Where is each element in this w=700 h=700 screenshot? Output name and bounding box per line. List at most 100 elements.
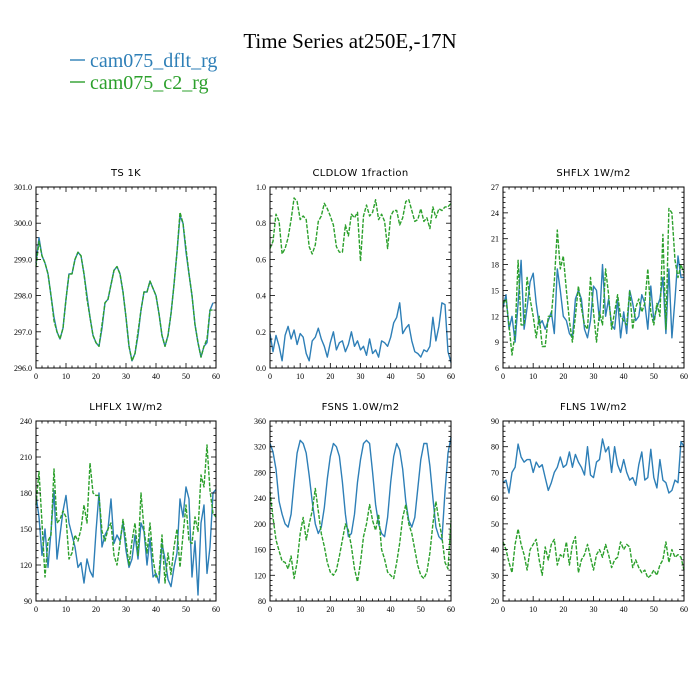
x-tick-label: 50 <box>417 605 425 614</box>
series-line-dflt <box>269 436 452 541</box>
panel-4: FSNS 1.0W/m2 0 10 20 30 40 50 60 80 120 160 200 240 2… <box>254 402 455 614</box>
series-line-c2 <box>35 211 213 362</box>
x-tick-label: 10 <box>62 372 70 381</box>
y-tick-label: 12 <box>491 312 499 321</box>
y-tick-label: 320 <box>254 443 266 452</box>
y-tick-label: 120 <box>20 561 32 570</box>
x-tick-label: 30 <box>590 372 598 381</box>
series-line-c2 <box>269 487 452 583</box>
x-tick-label: 60 <box>212 372 220 381</box>
series-line-dflt <box>269 302 452 363</box>
x-tick-label: 50 <box>417 372 425 381</box>
x-tick-label: 0 <box>34 605 38 614</box>
panel-title: CLDLOW 1fraction <box>313 168 409 179</box>
panel-title: FSNS 1.0W/m2 <box>322 402 400 413</box>
legend-label-c2: cam075_c2_rg <box>90 72 209 94</box>
x-tick-label: 40 <box>620 605 628 614</box>
x-tick-label: 50 <box>650 605 658 614</box>
panel-5: FLNS 1W/m2 0 10 20 30 40 50 60 20 30 40 50 60 70 80 90 <box>491 402 688 614</box>
y-tick-label: 6 <box>495 364 499 373</box>
y-tick-label: 24 <box>491 209 499 218</box>
series-line-c2 <box>35 444 217 584</box>
y-tick-label: 296.0 <box>14 364 32 373</box>
x-tick-label: 0 <box>34 372 38 381</box>
x-tick-label: 60 <box>447 605 455 614</box>
y-tick-label: 70 <box>491 468 499 477</box>
panel-3: LHFLX 1W/m2 0 10 20 30 40 50 60 90 120 150 180 210 24… <box>20 402 220 614</box>
legend: cam075_dflt_rg cam075_c2_rg <box>70 50 217 94</box>
series-line-dflt <box>502 255 684 343</box>
series-line-c2 <box>269 197 452 262</box>
x-tick-label: 40 <box>387 605 395 614</box>
x-tick-label: 0 <box>268 372 272 381</box>
x-tick-label: 40 <box>152 605 160 614</box>
x-tick-label: 40 <box>620 372 628 381</box>
x-tick-label: 60 <box>447 372 455 381</box>
x-tick-label: 40 <box>387 372 395 381</box>
x-tick-label: 20 <box>92 372 100 381</box>
y-tick-label: 80 <box>491 443 499 452</box>
y-tick-label: 120 <box>254 571 266 580</box>
x-tick-label: 60 <box>680 372 688 381</box>
y-tick-label: 200 <box>254 520 266 529</box>
panel-0: TS 1K 0 10 20 30 40 50 60 296.0 297.0 298.0 299.0 30… <box>14 168 220 381</box>
y-tick-label: 210 <box>20 453 32 462</box>
x-tick-label: 30 <box>590 605 598 614</box>
panel-title: TS 1K <box>110 168 141 179</box>
y-tick-label: 360 <box>254 417 266 426</box>
x-tick-label: 0 <box>501 372 505 381</box>
x-tick-label: 30 <box>357 605 365 614</box>
y-tick-label: 15 <box>491 286 499 295</box>
y-tick-label: 0.2 <box>256 328 266 337</box>
x-tick-label: 20 <box>326 605 334 614</box>
x-tick-label: 40 <box>152 372 160 381</box>
y-tick-label: 0.6 <box>256 255 266 264</box>
legend-label-dflt: cam075_dflt_rg <box>90 50 217 72</box>
plot-frame <box>269 186 452 369</box>
series-line-dflt <box>502 438 685 494</box>
y-tick-label: 20 <box>491 597 499 606</box>
x-tick-label: 20 <box>559 605 567 614</box>
x-tick-label: 50 <box>650 372 658 381</box>
panel-1: CLDLOW 1fraction 0 10 20 30 40 50 60 0.0 0.2 0.4 0.… <box>256 168 455 381</box>
y-tick-label: 0.4 <box>256 292 266 301</box>
figure-title: Time Series at250E,-17N <box>243 29 456 53</box>
y-tick-label: 280 <box>254 468 266 477</box>
x-tick-label: 20 <box>559 372 567 381</box>
y-tick-label: 150 <box>20 525 32 534</box>
series-line-c2 <box>502 207 685 356</box>
x-tick-label: 0 <box>501 605 505 614</box>
series-line-dflt <box>35 215 214 362</box>
x-tick-label: 10 <box>296 605 304 614</box>
x-tick-label: 10 <box>529 372 537 381</box>
y-tick-label: 180 <box>20 489 32 498</box>
y-tick-label: 50 <box>491 520 499 529</box>
series-line-c2 <box>502 528 685 579</box>
series-line-dflt <box>35 486 217 596</box>
x-tick-label: 20 <box>92 605 100 614</box>
y-tick-label: 298.0 <box>14 292 32 301</box>
y-tick-label: 297.0 <box>14 328 32 337</box>
y-tick-label: 90 <box>491 417 499 426</box>
plot-frame <box>269 420 452 602</box>
y-tick-label: 9 <box>495 338 499 347</box>
x-tick-label: 10 <box>296 372 304 381</box>
y-tick-label: 160 <box>254 546 266 555</box>
y-tick-label: 240 <box>20 417 32 426</box>
panels: TS 1K0 10 20 30 40 50 60296.0297.0298.0299.030… <box>14 168 688 614</box>
y-tick-label: 240 <box>254 494 266 503</box>
x-tick-label: 20 <box>326 372 334 381</box>
y-tick-label: 30 <box>491 571 499 580</box>
x-tick-label: 60 <box>680 605 688 614</box>
panel-title: SHFLX 1W/m2 <box>556 168 630 179</box>
x-tick-label: 50 <box>182 372 190 381</box>
x-tick-label: 10 <box>62 605 70 614</box>
x-tick-label: 50 <box>182 605 190 614</box>
y-tick-label: 80 <box>258 597 266 606</box>
plot-frame <box>502 186 685 369</box>
y-tick-label: 300.0 <box>14 219 32 228</box>
y-tick-label: 60 <box>491 494 499 503</box>
panel-2: SHFLX 1W/m2 0 10 20 30 40 50 60 6 9 12 15 18 21 24 27 <box>491 168 688 381</box>
x-tick-label: 60 <box>212 605 220 614</box>
